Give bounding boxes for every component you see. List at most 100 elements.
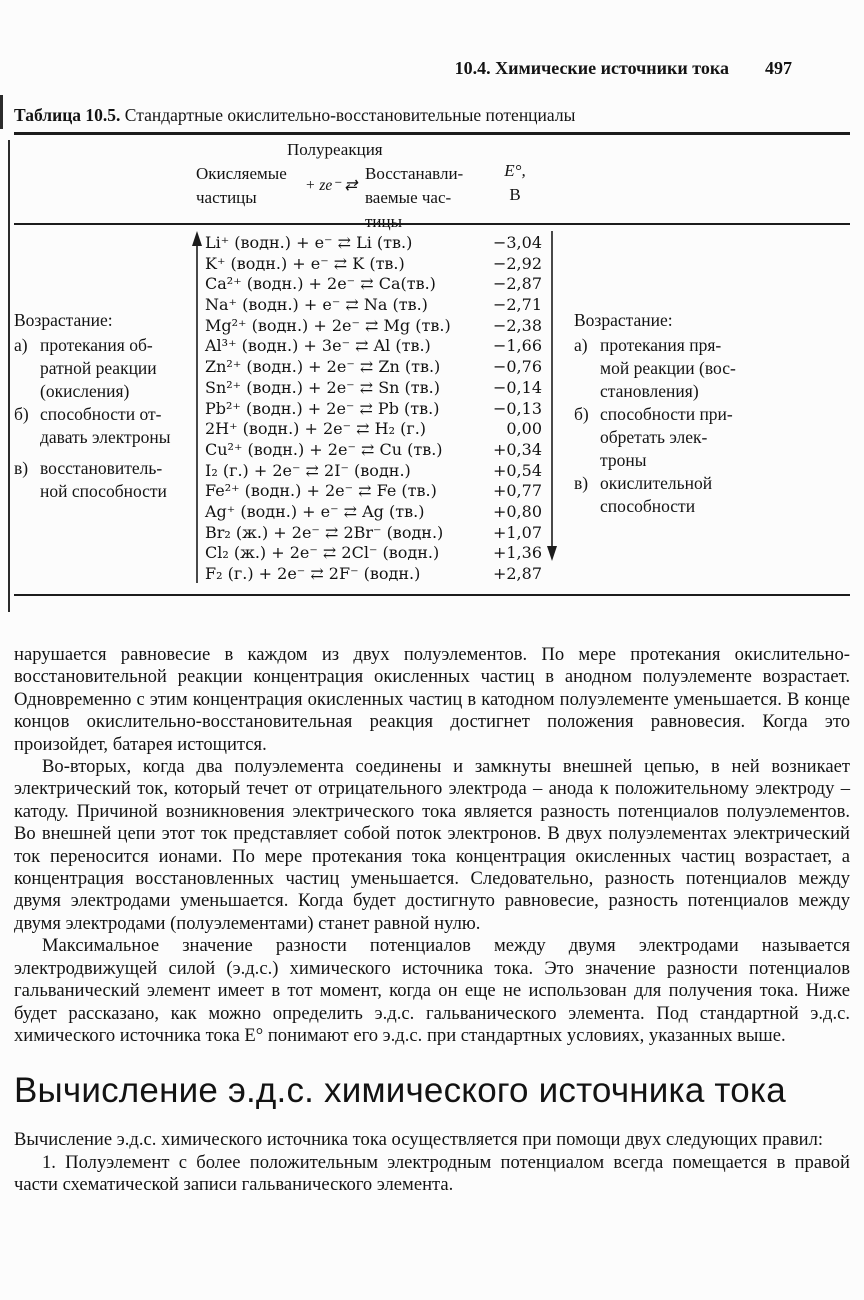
paragraph: Во-вторых, когда два полуэлемента соедин… [14, 756, 850, 934]
potential-cell: −2,71 [492, 295, 542, 315]
col-header-halfreaction: Полуреакция [287, 140, 383, 159]
section-body: Вычисление э.д.с. химического источника … [14, 1129, 850, 1196]
halfreaction-cell: Li⁺ (водн.) + e⁻ ⇄ Li (тв.) [205, 233, 413, 252]
table-row: Li⁺ (водн.) + e⁻ ⇄ Li (тв.) −3,04 [205, 233, 542, 254]
halfreaction-cell: I₂ (г.) + 2e⁻ ⇄ 2I⁻ (водн.) [205, 460, 411, 480]
halfreaction-cell: F₂ (г.) + 2e⁻ ⇄ 2F⁻ (водн.) [205, 564, 421, 583]
right-annotation-items: а) протекания пря- мой реакции (вос- ста… [574, 334, 850, 518]
right-annotation-title: Возрастание: [574, 310, 673, 330]
annotation-item-text: окислительной способности [600, 473, 713, 516]
potential-cell: +0,77 [492, 481, 542, 501]
annotation-item-text: протекания об- ратной реакции (окисления… [40, 335, 157, 401]
table-row: Sn²⁺ (водн.) + 2e⁻ ⇄ Sn (тв.) −0,14 [205, 378, 542, 399]
annotation-item-marker: б) [14, 404, 29, 424]
paragraph: Вычисление э.д.с. химического источника … [14, 1129, 824, 1151]
table-bottom-rule [14, 594, 850, 596]
table-row: Br₂ (ж.) + 2e⁻ ⇄ 2Br⁻ (водн.) +1,07 [205, 523, 542, 544]
table-row: Mg²⁺ (водн.) + 2e⁻ ⇄ Mg (тв.) −2,38 [205, 316, 542, 337]
potential-cell: −1,66 [492, 336, 542, 356]
scan-edge-artifact [8, 140, 10, 612]
halfreaction-cell: Ag⁺ (водн.) + e⁻ ⇄ Ag (тв.) [205, 501, 425, 521]
potential-cell: −3,04 [492, 233, 542, 252]
halfreaction-cell: Sn²⁺ (водн.) + 2e⁻ ⇄ Sn (тв.) [205, 377, 440, 397]
potential-cell: 0,00 [506, 419, 542, 439]
col-header-potential: E°, В [493, 159, 537, 207]
potential-cell: −2,38 [492, 315, 542, 335]
page-number: 497 [765, 58, 792, 78]
annotation-item: а) протекания об- ратной реакции (окисле… [14, 334, 189, 403]
potential-cell: −0,14 [492, 377, 542, 397]
annotation-item-text: способности при- обретать элек- троны [600, 404, 733, 470]
halfreaction-cell: Cu²⁺ (водн.) + 2e⁻ ⇄ Cu (тв.) [205, 439, 443, 459]
potential-cell: +0,34 [492, 439, 542, 459]
table-row: Cl₂ (ж.) + 2e⁻ ⇄ 2Cl⁻ (водн.) +1,36 [205, 543, 542, 564]
table-row: K⁺ (водн.) + e⁻ ⇄ K (тв.) −2,92 [205, 254, 542, 275]
table-header-row: Полуреакция Окисляемые частицы + ze⁻ ⇄ В… [14, 135, 850, 231]
annotation-item-text: протекания пря- мой реакции (вос- станов… [600, 335, 736, 401]
potential-cell: −2,87 [492, 274, 542, 294]
table-row: Ag⁺ (водн.) + e⁻ ⇄ Ag (тв.) +0,80 [205, 502, 542, 523]
table-row: Na⁺ (водн.) + e⁻ ⇄ Na (тв.) −2,71 [205, 295, 542, 316]
table-caption: Таблица 10.5. Стандартные окислительно-в… [14, 105, 850, 126]
potential-cell: −0,76 [492, 357, 542, 377]
halfreaction-cell: Ca²⁺ (водн.) + 2e⁻ ⇄ Ca(тв.) [205, 274, 436, 294]
potential-cell: +1,36 [492, 543, 542, 563]
halfreaction-cell: Zn²⁺ (водн.) + 2e⁻ ⇄ Zn (тв.) [205, 357, 441, 377]
annotation-item-marker: в) [574, 473, 589, 493]
annotation-item: а) протекания пря- мой реакции (вос- ста… [574, 334, 850, 403]
halfreaction-cell: K⁺ (водн.) + e⁻ ⇄ K (тв.) [205, 253, 405, 273]
halfreaction-cell: Na⁺ (водн.) + e⁻ ⇄ Na (тв.) [205, 295, 428, 315]
annotation-item-marker: а) [574, 335, 588, 355]
table-row: Ca²⁺ (водн.) + 2e⁻ ⇄ Ca(тв.) −2,87 [205, 274, 542, 295]
annotation-item-marker: б) [574, 404, 589, 424]
scan-edge-artifact [0, 95, 3, 129]
table-row: 2H⁺ (водн.) + 2e⁻ ⇄ H₂ (г.) 0,00 [205, 419, 542, 440]
annotation-item-text: способности от- давать электроны [40, 404, 171, 447]
body-text: нарушается равновесие в каждом из двух п… [14, 644, 850, 1047]
table-row: I₂ (г.) + 2e⁻ ⇄ 2I⁻ (водн.) +0,54 [205, 461, 542, 482]
increase-up-arrow-column [189, 231, 205, 592]
up-arrow-icon [192, 231, 202, 583]
halfreaction-cell: Al³⁺ (водн.) + 3e⁻ ⇄ Al (тв.) [205, 336, 431, 356]
table-row: Fe²⁺ (водн.) + 2e⁻ ⇄ Fe (тв.) +0,77 [205, 481, 542, 502]
potential-cell: −2,92 [492, 253, 542, 273]
annotation-item: в) окислительной способности [574, 472, 850, 518]
annotation-item-text: восстановитель- ной способности [40, 458, 167, 501]
paragraph: Максимальное значение разности потенциал… [14, 935, 850, 1046]
table-row: Cu²⁺ (водн.) + 2e⁻ ⇄ Cu (тв.) +0,34 [205, 440, 542, 461]
reaction-rows: Li⁺ (водн.) + e⁻ ⇄ Li (тв.) −3,04 K⁺ (во… [205, 231, 542, 592]
halfreaction-cell: Cl₂ (ж.) + 2e⁻ ⇄ 2Cl⁻ (водн.) [205, 543, 440, 563]
halfreaction-cell: Br₂ (ж.) + 2e⁻ ⇄ 2Br⁻ (водн.) [205, 522, 444, 542]
halfreaction-cell: Mg²⁺ (водн.) + 2e⁻ ⇄ Mg (тв.) [205, 315, 451, 335]
potential-cell: +0,80 [492, 501, 542, 521]
paragraph: 1. Полуэлемент с более положительным эле… [14, 1151, 850, 1196]
annotation-item-marker: в) [14, 458, 29, 478]
potential-cell: −0,13 [492, 398, 542, 418]
annotation-item-marker: а) [14, 335, 28, 355]
right-annotation: Возрастание: а) протекания пря- мой реак… [562, 231, 850, 592]
running-head: 10.4. Химические источники тока 497 [14, 0, 850, 79]
table-body: Возрастание: а) протекания об- ратной ре… [14, 225, 850, 594]
col-header-oxidized: Окисляемые частицы [196, 164, 287, 207]
table-caption-label: Таблица 10.5. [14, 105, 121, 125]
increase-down-arrow-column [542, 231, 562, 592]
table-mid-rule [14, 223, 850, 225]
left-annotation: Возрастание: а) протекания об- ратной ре… [14, 231, 189, 592]
table-caption-text: Стандартные окислительно-восстановительн… [120, 105, 576, 125]
table-row: Al³⁺ (водн.) + 3e⁻ ⇄ Al (тв.) −1,66 [205, 336, 542, 357]
section-heading: Вычисление э.д.с. химического источника … [14, 1071, 786, 1111]
col-header-reduced: Восстанавли- ваемые час- тицы [365, 164, 464, 231]
potential-cell: +1,07 [492, 522, 542, 542]
annotation-item: в) восстановитель- ной способности [14, 457, 189, 503]
halfreaction-cell: Fe²⁺ (водн.) + 2e⁻ ⇄ Fe (тв.) [205, 481, 437, 501]
col-header-electrons: + ze⁻ ⇄ [305, 177, 358, 194]
left-annotation-items: а) протекания об- ратной реакции (окисле… [14, 334, 189, 503]
down-arrow-icon [547, 231, 557, 561]
potential-cell: +2,87 [492, 564, 542, 583]
col-header-potential-symbol: E°, [504, 161, 526, 180]
potential-cell: +0,54 [492, 460, 542, 480]
table-row: F₂ (г.) + 2e⁻ ⇄ 2F⁻ (водн.) +2,87 [205, 564, 542, 585]
running-head-title: 10.4. Химические источники тока [454, 58, 729, 78]
table-row: Pb²⁺ (водн.) + 2e⁻ ⇄ Pb (тв.) −0,13 [205, 399, 542, 420]
